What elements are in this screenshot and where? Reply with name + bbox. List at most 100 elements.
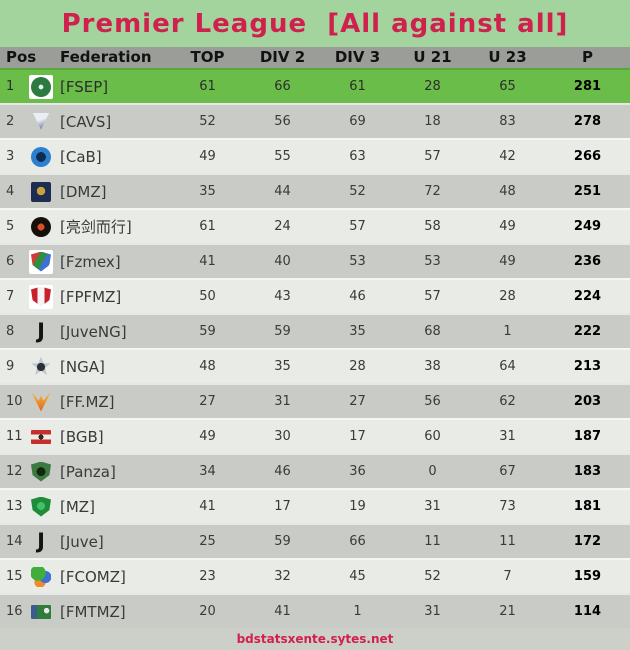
badge-cell (26, 249, 56, 274)
col-div3: DIV 3 (334, 48, 381, 66)
stat-u21: 28 (424, 79, 441, 94)
badge-cell: J (26, 530, 56, 554)
stat-u21: 60 (424, 429, 441, 444)
standings-table: 1 [FSEP] 61 66 61 28 65 281 2 [CAVS] 52 56 69 18 83 278… (0, 68, 630, 628)
stat-div2: 55 (274, 149, 291, 164)
stat-top: 20 (199, 604, 216, 619)
stat-u23: 49 (499, 254, 516, 269)
federation-name: [FF.MZ] (60, 392, 115, 411)
points-cell: 183 (573, 464, 602, 479)
stat-div2: 59 (274, 324, 291, 339)
stat-div3: 69 (349, 114, 366, 129)
points-cell: 224 (573, 289, 602, 304)
pos-cell: 5 (6, 219, 15, 234)
fzmex-crest-icon (29, 249, 53, 274)
table-row: 11 [BGB] 49 30 17 60 31 187 (0, 418, 630, 453)
ffmz-phoenix-icon (29, 390, 53, 414)
pos-cell: 16 (6, 604, 23, 619)
pos-cell: 12 (6, 464, 23, 479)
stat-u21: 57 (424, 289, 441, 304)
stat-u21: 53 (424, 254, 441, 269)
stat-div2: 44 (274, 184, 291, 199)
badge-cell (26, 600, 56, 624)
stat-div2: 66 (274, 79, 291, 94)
stat-u23: 31 (499, 429, 516, 444)
table-row: 1 [FSEP] 61 66 61 28 65 281 (0, 68, 630, 103)
juve-j-logo-icon: J (37, 529, 45, 553)
table-row: 14 J [Juve] 25 59 66 11 11 172 (0, 523, 630, 558)
pos-cell: 1 (6, 79, 15, 94)
federation-name: [CAVS] (60, 112, 112, 131)
stat-div3: 36 (349, 464, 366, 479)
stat-div3: 63 (349, 149, 366, 164)
stat-u23: 7 (503, 569, 512, 584)
federation-name: [Fzmex] (60, 252, 121, 271)
pos-cell: 14 (6, 534, 23, 549)
federation-name: [Juve] (60, 532, 104, 551)
points-cell: 114 (573, 604, 602, 619)
stat-div2: 40 (274, 254, 291, 269)
badge-cell (26, 284, 56, 309)
col-federation: Federation (60, 48, 152, 66)
stat-u23: 21 (499, 604, 516, 619)
stat-top: 34 (199, 464, 216, 479)
stat-u23: 49 (499, 219, 516, 234)
stat-u21: 38 (424, 359, 441, 374)
stat-u21: 31 (424, 604, 441, 619)
cab-crest-icon (29, 145, 53, 169)
points-cell: 251 (573, 184, 602, 199)
stat-div2: 56 (274, 114, 291, 129)
stat-div3: 45 (349, 569, 366, 584)
table-row: 5 [亮剑而行] 61 24 57 58 49 249 (0, 208, 630, 243)
fpfmz-shield-icon (29, 284, 53, 309)
stat-u23: 83 (499, 114, 516, 129)
stat-top: 61 (199, 219, 216, 234)
federation-name: [Panza] (60, 462, 116, 481)
mz-shield-icon (29, 495, 53, 519)
badge-cell (26, 180, 56, 204)
footer-link[interactable]: bdstatsxente.sytes.net (236, 632, 394, 646)
stat-div3: 66 (349, 534, 366, 549)
federation-name: [FCOMZ] (60, 567, 126, 586)
col-points: P (582, 48, 593, 66)
stat-u23: 67 (499, 464, 516, 479)
federation-name: [NGA] (60, 357, 105, 376)
col-u21: U 21 (413, 48, 452, 66)
pos-cell: 7 (6, 289, 15, 304)
badge-cell (26, 425, 56, 449)
stat-u23: 64 (499, 359, 516, 374)
stat-u23: 65 (499, 79, 516, 94)
points-cell: 159 (573, 569, 602, 584)
pos-cell: 2 (6, 114, 15, 129)
pos-cell: 11 (6, 429, 23, 444)
table-row: 10 [FF.MZ] 27 31 27 56 62 203 (0, 383, 630, 418)
stat-u21: 52 (424, 569, 441, 584)
stat-u23: 48 (499, 184, 516, 199)
stat-u21: 57 (424, 149, 441, 164)
stat-div2: 59 (274, 534, 291, 549)
federation-name: [亮剑而行] (60, 218, 132, 236)
stat-div3: 53 (349, 254, 366, 269)
fsep-crest-icon (29, 74, 53, 99)
federation-name: [CaB] (60, 147, 102, 166)
points-cell: 213 (573, 359, 602, 374)
fcomz-map-icon (29, 565, 53, 589)
stat-top: 49 (199, 149, 216, 164)
stat-u23: 28 (499, 289, 516, 304)
stat-div2: 41 (274, 604, 291, 619)
stat-top: 52 (199, 114, 216, 129)
stat-div2: 24 (274, 219, 291, 234)
col-top: TOP (190, 48, 225, 66)
stat-div3: 17 (349, 429, 366, 444)
badge-cell (26, 355, 56, 379)
stat-u21: 11 (424, 534, 441, 549)
stat-div2: 46 (274, 464, 291, 479)
federation-name: [FPFMZ] (60, 287, 122, 306)
stat-top: 59 (199, 324, 216, 339)
table-row: 6 [Fzmex] 41 40 53 53 49 236 (0, 243, 630, 278)
stat-u23: 62 (499, 394, 516, 409)
table-header: Pos Federation TOP DIV 2 DIV 3 U 21 U 23… (0, 47, 630, 68)
table-row: 12 [Panza] 34 46 36 0 67 183 (0, 453, 630, 488)
stat-div2: 35 (274, 359, 291, 374)
table-row: 9 [NGA] 48 35 28 38 64 213 (0, 348, 630, 383)
